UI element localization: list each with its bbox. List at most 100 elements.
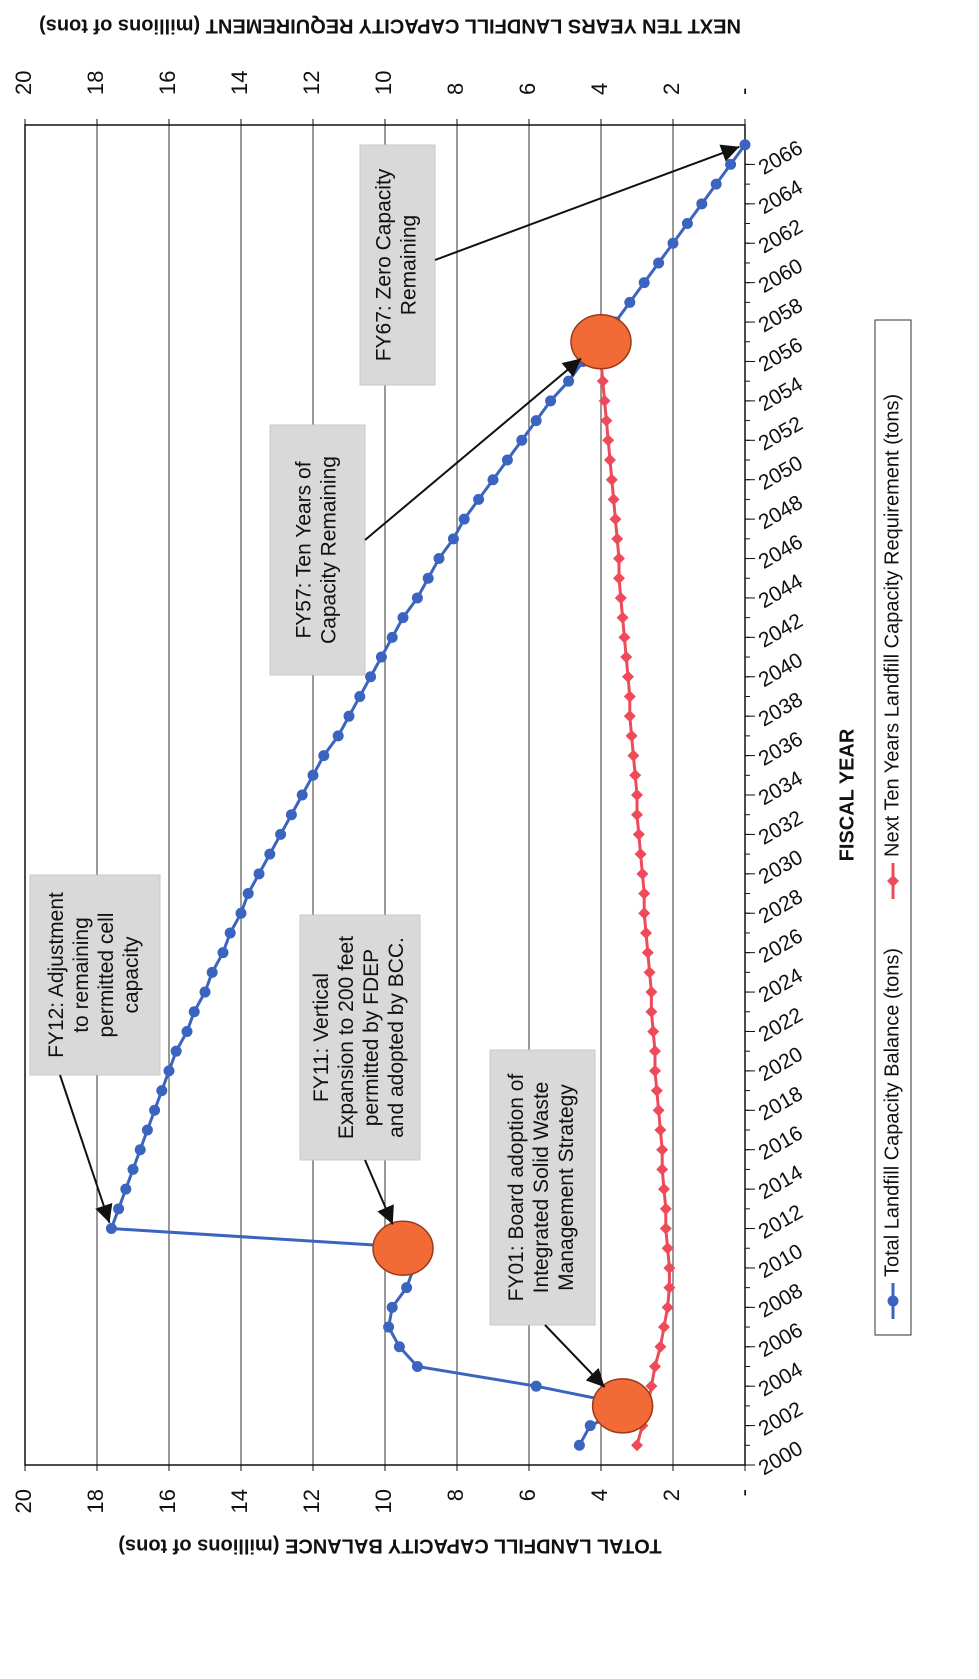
point [563,375,575,387]
point [501,454,513,466]
y2-tick-label: 10 [371,71,396,95]
x-axis-title: FISCAL YEAR [836,728,858,861]
point [332,730,344,742]
y-tick-label: 6 [515,1489,540,1501]
point [134,1144,146,1156]
point [659,1222,672,1235]
y-tick-label: 8 [443,1489,468,1501]
point [631,1439,643,1452]
annotation-arrow [434,144,740,261]
point [596,375,609,388]
y-tick-label: 2 [659,1489,684,1501]
annotation-arrow [364,1159,394,1225]
point [433,553,445,565]
y-tick-label: - [731,1489,756,1496]
point [105,1223,117,1235]
point [613,552,625,565]
y2-tick-label: 8 [443,83,468,95]
point [649,1360,661,1373]
y-tick-label: 4 [587,1489,612,1501]
point [530,415,542,427]
point [624,296,636,308]
point [224,927,236,939]
point [127,1163,139,1175]
y-tick-label: 16 [155,1489,180,1513]
point [658,1183,670,1196]
point [725,158,737,170]
annotation-text: Capacity Remaining [318,456,341,644]
annotation-text: and adopted by BCC. [385,937,408,1138]
point [609,513,622,526]
point [632,828,645,841]
annotation-text: FY57: Ten Years of [293,461,316,638]
annotation-text: FY01: Board adoption of [505,1074,528,1302]
point [113,1203,125,1215]
annotation-marker [570,314,632,370]
point [206,966,218,978]
legend-marker [887,1295,899,1307]
point [649,1045,661,1058]
y2-tick-label: 14 [227,71,252,95]
y2-tick-label: - [731,88,756,95]
point [163,1065,175,1077]
point [605,473,618,486]
point [285,809,297,821]
point [645,1005,658,1018]
point [625,729,638,742]
point [375,651,387,663]
point [667,237,679,249]
point [487,474,499,486]
point [643,966,656,979]
point [661,1242,674,1255]
point [516,434,528,446]
point [638,907,651,920]
point [611,532,624,545]
annotation-text: Remaining [398,215,421,315]
point [296,789,308,801]
point [447,533,459,545]
point [641,946,654,959]
point [365,671,377,683]
legend-label: Next Ten Years Landfill Capacity Require… [881,394,903,857]
annotation-arrow [364,357,582,541]
point [584,1420,596,1432]
annotation-text: permitted by FDEP [360,949,383,1126]
y-axis-title: TOTAL LANDFILL CAPACITY BALANCE (million… [118,1535,661,1557]
legend-marker [887,875,899,887]
y2-tick-label: 4 [587,83,612,95]
annotation-marker [591,1378,654,1434]
point [530,1380,542,1392]
y2-tick-label: 12 [299,71,324,95]
point [149,1104,161,1116]
point [458,513,470,525]
point [401,1282,413,1294]
point [573,1439,585,1451]
annotation-box [489,1049,596,1326]
point [604,454,616,466]
point [661,1301,674,1314]
point [354,690,366,702]
point [598,394,611,407]
annotation-text: Management Strategy [555,1084,578,1291]
point [696,198,708,210]
point [650,1084,663,1097]
point [473,493,485,505]
point [422,572,434,584]
point [393,1341,405,1353]
annotation-text: Expansion to 200 feet [335,936,358,1139]
point [620,651,633,664]
point [545,395,557,407]
point [199,986,211,998]
y2-tick-label: 16 [155,71,180,95]
annotation-text: capacity [120,936,143,1014]
point [607,493,620,506]
point [638,277,650,289]
point [188,1006,200,1018]
point [623,710,636,723]
y2-axis-title: NEXT TEN YEARS LANDFILL CAPACITY REQUIRE… [39,15,741,37]
point [645,986,658,999]
y2-tick-label: 6 [515,83,540,95]
annotation-text: FY11: Vertical [310,973,333,1102]
